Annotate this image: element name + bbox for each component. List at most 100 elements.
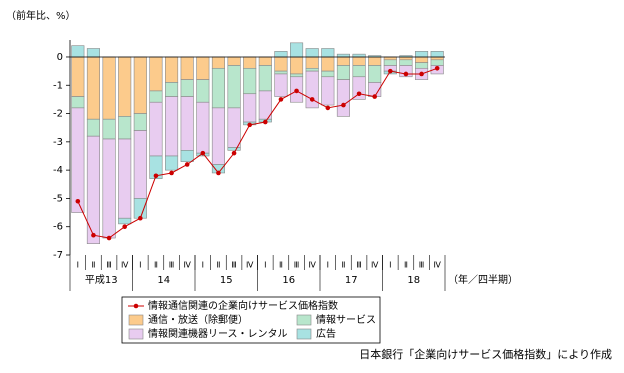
- line-series: [77, 67, 438, 239]
- bar-segment: [86, 56, 100, 120]
- bar-segment: [133, 113, 147, 131]
- bar-segment: [86, 135, 100, 244]
- y-tick-label: -5: [53, 193, 63, 204]
- x-tick-label: Ⅲ: [231, 261, 237, 270]
- bar-segment: [352, 76, 366, 100]
- bar-segment: [352, 53, 366, 58]
- bar-segment: [118, 138, 132, 219]
- bar-segment: [258, 56, 272, 66]
- bar-segment: [399, 65, 413, 78]
- bar-segment: [211, 67, 225, 109]
- bar-segment: [321, 48, 335, 58]
- bar-segment: [180, 56, 194, 80]
- line-point: [434, 65, 440, 71]
- bar-segment: [102, 56, 116, 120]
- legend-label: 広告: [316, 327, 336, 340]
- bar-segment: [415, 56, 429, 63]
- year-label: 平成13: [85, 274, 118, 286]
- bar-segment: [133, 130, 147, 199]
- year-label: 15: [220, 275, 233, 286]
- line-point: [419, 71, 424, 77]
- legend-label: 情報サービス: [316, 313, 376, 326]
- bar-segment: [336, 56, 350, 66]
- bar-segment: [336, 53, 350, 58]
- bar-segment: [274, 51, 288, 58]
- y-tick-label: -7: [53, 250, 63, 261]
- x-tick-label: Ⅳ: [433, 261, 441, 270]
- line-point: [231, 150, 237, 156]
- bar-segment: [165, 155, 179, 171]
- bar-segment: [305, 48, 319, 58]
- y-tick-label: -1: [53, 80, 63, 91]
- year-label: 16: [282, 275, 295, 286]
- bar-segment: [399, 59, 413, 66]
- bar-segment: [180, 96, 194, 151]
- bar-segment: [227, 65, 241, 109]
- x-tick-label: Ⅰ: [139, 261, 141, 270]
- bar-segment: [290, 73, 304, 78]
- bar-segment: [227, 107, 241, 148]
- bar-segment: [352, 65, 366, 78]
- y-tick-label: -6: [53, 222, 63, 233]
- bar-segment: [102, 118, 116, 140]
- line-point: [138, 215, 143, 221]
- bar-segment: [196, 56, 210, 80]
- x-tick-label: Ⅱ: [279, 261, 283, 270]
- bar-segment: [211, 107, 225, 165]
- x-tick-label: Ⅰ: [77, 261, 79, 270]
- legend-label: 情報関連機器リース・レンタル: [148, 327, 288, 340]
- x-tick-label: Ⅱ: [341, 261, 345, 270]
- bar-segment: [71, 107, 85, 213]
- line-point: [184, 162, 190, 167]
- x-tick-label: Ⅰ: [202, 261, 204, 270]
- bar-segment: [165, 96, 179, 157]
- bar-segment: [149, 90, 163, 103]
- line-point: [247, 122, 252, 128]
- bar-segment: [243, 56, 257, 69]
- legend-label: 通信・放送（除郵便）: [148, 313, 248, 326]
- line-point: [388, 68, 393, 74]
- y-axis-label: （前年比、%）: [6, 9, 76, 22]
- bar-segment: [227, 147, 241, 151]
- line-point: [294, 88, 299, 94]
- line-point: [372, 94, 377, 99]
- source-note: 日本銀行「企業向けサービス価格指数」により作成: [359, 347, 612, 361]
- line-point: [153, 173, 159, 179]
- bar-segment: [290, 42, 304, 58]
- y-tick-label: -2: [53, 109, 63, 120]
- line-point: [263, 119, 268, 125]
- line-point: [309, 97, 315, 102]
- bar-segment: [368, 56, 382, 66]
- legend-swatch: [128, 314, 144, 326]
- bar-segment: [86, 48, 100, 58]
- line-point: [200, 150, 206, 156]
- x-tick-label: Ⅰ: [327, 261, 329, 270]
- line-point: [122, 224, 127, 230]
- bar-segment: [305, 56, 319, 69]
- bar-segment: [180, 79, 194, 97]
- x-tick-label: Ⅳ: [308, 261, 316, 270]
- bar-segment: [415, 62, 429, 69]
- line-point: [106, 235, 112, 241]
- x-tick-label: Ⅱ: [404, 261, 408, 270]
- bar-segment: [180, 150, 194, 162]
- bar-segment: [165, 82, 179, 97]
- bar-segment: [274, 73, 288, 97]
- x-tick-label: Ⅰ: [264, 261, 266, 270]
- bar-segment: [290, 56, 304, 75]
- bar-segment: [383, 56, 397, 61]
- y-tick-label: -3: [53, 137, 63, 148]
- x-tick-label: Ⅱ: [216, 261, 220, 270]
- line-point: [278, 97, 284, 102]
- line-point: [75, 198, 81, 204]
- bar-segment: [86, 118, 100, 137]
- line-point: [216, 170, 221, 176]
- x-tick-label: Ⅰ: [389, 261, 391, 270]
- x-tick-label: Ⅱ: [91, 261, 95, 270]
- x-tick-label: Ⅳ: [246, 261, 254, 270]
- bar-segment: [71, 56, 85, 97]
- bar-segment: [196, 79, 210, 103]
- y-tick-label: 0: [57, 52, 63, 63]
- bar-segment: [71, 45, 85, 58]
- bar-segment: [430, 59, 444, 66]
